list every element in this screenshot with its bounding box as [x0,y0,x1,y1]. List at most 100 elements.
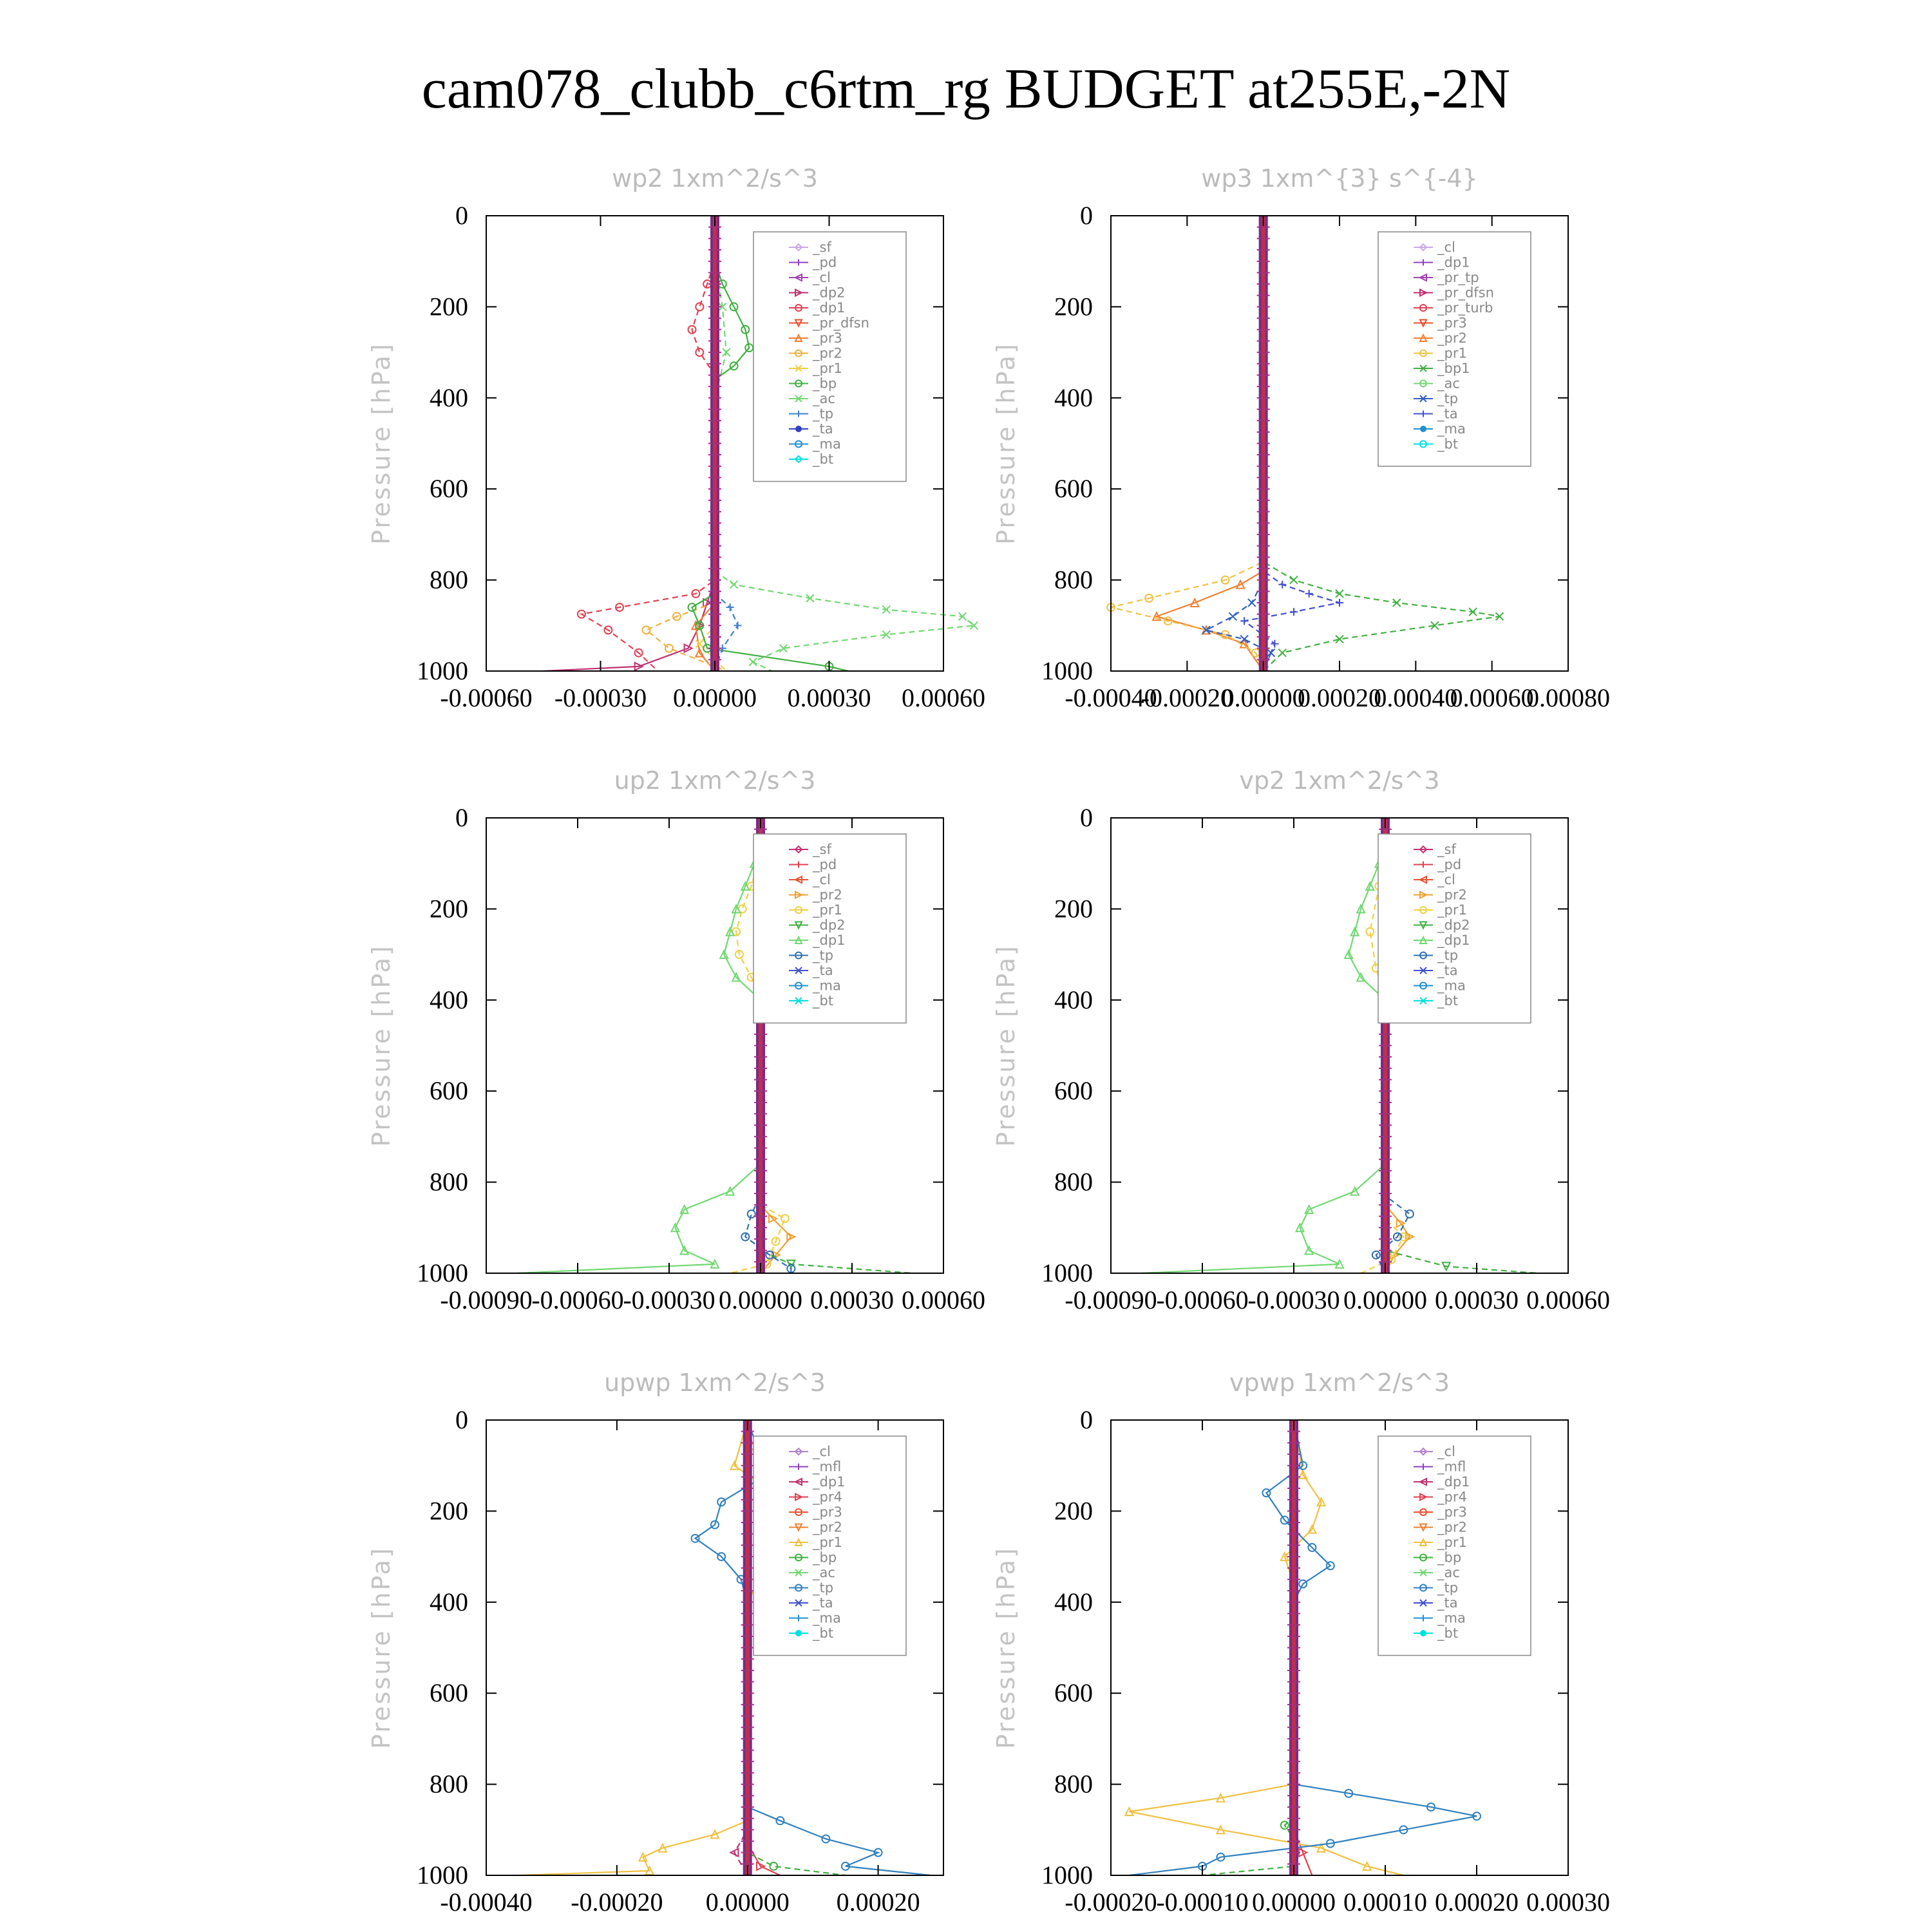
page-title: cam078_clubb_c6rtm_rg BUDGET at255E,-2N [421,58,1511,120]
data-point [615,603,625,612]
y-tick-label: 200 [430,894,468,923]
legend-marker [795,410,802,417]
data-point [694,647,705,658]
data-point [1278,649,1287,658]
y-tick-label: 1000 [1041,656,1093,685]
data-point [1239,638,1249,649]
data-point [1215,1824,1226,1835]
legend-entry: _pd [812,857,837,873]
legend-entry: _pr4 [1437,1490,1467,1506]
y-axis-label: Pressure [hPa] [367,342,395,545]
legend-box [753,231,907,482]
data-point [672,612,681,621]
data-point [780,1214,790,1224]
y-tick-label: 0 [455,1405,468,1434]
data-point [882,605,891,614]
legend-entry: _pr2 [812,346,842,362]
series-line [1129,1419,1404,1877]
data-point [1289,575,1298,585]
data-point [1365,927,1375,936]
data-point [644,1865,655,1875]
legend-marker [1419,997,1427,1005]
legend-marker [795,1599,802,1607]
legend-entry: _pr3 [1437,316,1467,332]
legend-marker [795,365,802,372]
chart-panel: wp2 1xm^2/s^3 Pressure [hPa] 0 200 400 600 800… [367,164,985,712]
legend-marker [794,1537,803,1546]
data-point [1144,593,1154,603]
legend-entry: _ma [812,437,841,453]
y-tick-label: 800 [430,565,468,594]
data-point [1271,639,1279,648]
legend-marker [793,875,802,884]
legend-marker [1419,333,1428,342]
data-point [658,1842,668,1853]
panel-title: vpwp 1xm^2/s^3 [1229,1368,1450,1397]
data-point [882,630,891,639]
legend-marker [1420,259,1426,266]
x-tick-label: 0.00030 [810,1285,894,1314]
legend-entry: _pr1 [1437,902,1467,918]
data-point [1307,1524,1318,1534]
data-point [746,1209,756,1219]
data-point [1316,1497,1327,1507]
legend-marker [795,861,802,868]
x-tick-label: 0.00060 [902,1285,985,1314]
x-tick-label: -0.00030 [623,1285,715,1314]
y-tick-label: 200 [430,1496,468,1525]
plot-frame [486,1419,944,1876]
x-tick-label: 0.00060 [1526,1285,1610,1314]
legend-entry: _ac [812,391,835,407]
data-point [1247,598,1256,607]
legend-marker [1419,921,1428,930]
data-point [1316,1842,1327,1853]
y-tick-label: 0 [455,803,468,832]
legend-marker [1419,1599,1427,1607]
y-tick-label: 1000 [417,1861,468,1889]
data-point [840,1861,850,1871]
data-point [748,658,757,667]
data-point [729,580,739,589]
y-tick-label: 200 [1054,894,1093,923]
data-point [1335,634,1344,644]
data-point [1399,1232,1408,1242]
legend-entry: _ma [812,978,841,994]
series-line [1141,817,1387,1274]
y-tick-label: 600 [1054,474,1093,503]
data-point [603,625,613,635]
series-line [730,817,786,1274]
legend-entry: _pr4 [812,1490,842,1506]
data-point [1468,607,1477,616]
legend-marker [795,1508,802,1516]
plot-frame [1110,817,1569,1274]
data-point [1290,608,1298,616]
legend-entry: _pd [812,255,837,271]
legend-entry: _ma [1437,421,1466,437]
legend-marker [795,1569,802,1577]
data-point [1298,1579,1308,1589]
x-tick-label: 0.00020 [837,1888,920,1917]
plot-frame [486,817,944,1274]
data-point [679,1204,690,1215]
panel-title: up2 1xm^2/s^3 [614,766,816,795]
x-tick-label: -0.00010 [1156,1888,1248,1917]
legend-entry: _dp1 [1437,933,1470,949]
y-tick-label: 800 [430,1770,468,1799]
legend-entry: _tp [1437,948,1458,964]
legend-marker [1419,1447,1428,1456]
x-tick-label: 0.00040 [1374,683,1457,712]
data-point [1405,1231,1416,1242]
legend-entry: _dp1 [812,300,846,316]
x-tick-label: -0.00060 [1156,1285,1248,1314]
legend-marker [794,1523,803,1532]
data-point [1202,625,1211,635]
legend-entry: _bp1 [1437,361,1470,377]
y-tick-label: 400 [430,1587,468,1616]
legend-marker [1420,426,1426,432]
x-tick-label: -0.00090 [440,1285,532,1314]
legend-entry: _ta [812,1595,833,1611]
data-point [641,625,651,635]
data-point [1280,1821,1289,1830]
legend-entry: _bt [1437,437,1458,453]
